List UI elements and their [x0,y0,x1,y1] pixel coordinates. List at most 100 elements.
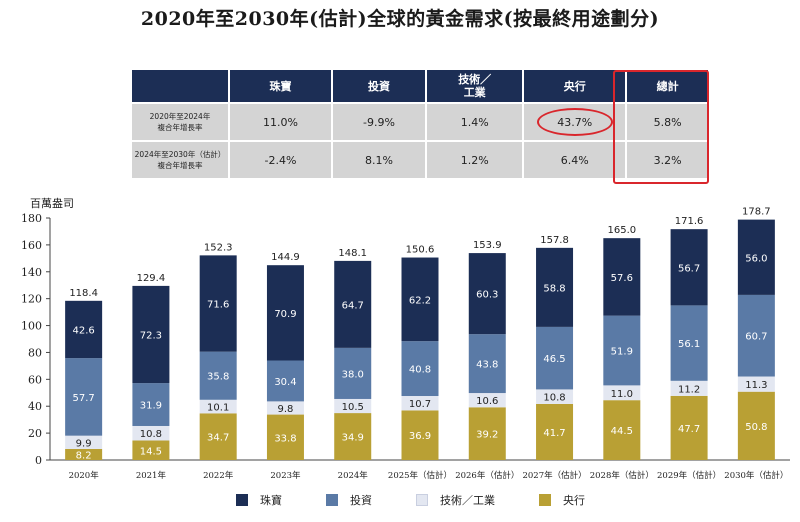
bar-segment [536,389,574,404]
table-header-tech: 技術／ 工業 [427,70,523,102]
legend-item: 央行 [539,492,585,508]
bar-segment [199,413,237,460]
data-label: 9.8 [278,404,294,415]
total-label: 157.8 [540,235,569,246]
bar-segment [65,358,103,436]
x-tick-label: 2021年 [136,470,167,481]
bar-segment [468,407,506,460]
bar-segment [266,414,304,460]
bar-segment [65,448,103,460]
bar-segment [132,425,170,441]
cagr-table: 珠寶 投資 技術／ 工業 央行 總計 2020年至2024年 複合年增長率 11… [130,68,710,180]
y-tick-label: 100 [21,320,42,333]
bar-segment [132,383,170,426]
table-cell: -2.4% [230,142,331,178]
table-header-central-bank: 央行 [524,70,626,102]
bar-segment [737,294,775,377]
data-label: 44.5 [611,426,633,437]
legend-item: 投資 [326,492,372,508]
bar-segment [132,440,170,460]
data-label: 47.7 [678,424,700,435]
bar-segment [199,255,237,352]
y-tick-label: 20 [28,427,42,440]
data-label: 56.7 [678,263,700,274]
x-tick-label: 2026年（估計） [455,470,519,481]
bar-segment [132,285,170,384]
x-tick-label: 2025年（估計） [388,470,452,481]
data-label: 50.8 [745,422,767,433]
data-label: 72.3 [140,330,162,341]
table-cell-highlighted: 43.7% [524,104,626,140]
data-label: 10.7 [409,399,431,410]
data-label: 10.8 [543,393,565,404]
bar-segment [65,300,103,359]
data-label: 36.9 [409,431,431,442]
y-axis-title: 百萬盎司 [30,196,74,210]
total-label: 144.9 [271,252,300,263]
legend-label: 珠寶 [260,494,282,507]
bar-segment [603,238,641,316]
legend-swatch [326,494,338,506]
y-tick-label: 60 [28,373,42,386]
legend-label: 技術／工業 [440,494,495,507]
bar-segment [334,398,372,414]
table-cell: 11.0% [230,104,331,140]
data-label: 56.1 [678,339,700,350]
x-tick-label: 2030年（估計） [724,470,788,481]
legend-swatch [416,494,428,506]
data-label: 39.2 [476,430,498,441]
legend-label: 央行 [563,494,585,507]
bar-segment [468,334,506,394]
data-label: 11.3 [745,380,767,391]
y-tick-label: 0 [35,454,42,467]
legend-label: 投資 [350,494,372,507]
legend-swatch [236,494,248,506]
total-label: 129.4 [137,273,166,284]
table-cell: 8.1% [332,142,426,178]
table-cell: 3.2% [627,142,708,178]
legend-item: 技術／工業 [416,492,495,508]
data-label: 10.5 [342,402,364,413]
data-label: 40.8 [409,365,431,376]
table-cell: 1.2% [427,142,523,178]
y-tick-label: 180 [21,212,42,225]
bar-segment [670,380,708,396]
bar-segment [737,219,775,295]
x-tick-label: 2023年 [270,470,301,481]
data-label: 56.0 [745,253,767,264]
data-label: 11.0 [611,389,633,400]
data-label: 41.7 [543,428,565,439]
data-label: 34.7 [207,433,229,444]
data-label: 11.2 [678,384,700,395]
bar-segment [536,326,574,390]
table-header-blank [132,70,228,102]
data-label: 42.6 [73,325,95,336]
data-label: 57.7 [73,393,95,404]
data-label: 8.2 [76,450,92,461]
bar-segment [199,351,237,400]
chart-title: 2020年至2030年(估計)全球的黃金需求(按最終用途劃分) [140,8,660,30]
data-label: 9.9 [76,438,92,449]
table-cell: 6.4% [524,142,626,178]
total-label: 118.4 [69,288,98,299]
data-label: 71.6 [207,300,229,311]
data-label: 38.0 [342,369,364,380]
table-row: 2024年至2030年（估計） 複合年增長率 -2.4% 8.1% 1.2% 6… [132,142,708,178]
y-tick-label: 40 [28,400,42,413]
bar-segment [468,253,506,335]
row-label: 2020年至2024年 複合年增長率 [132,104,228,140]
bar-segment [65,435,103,449]
bar-segment [670,229,708,306]
data-label: 31.9 [140,401,162,412]
bar-segment [334,413,372,460]
highlight-circle [536,108,613,136]
total-label: 150.6 [406,245,435,256]
table-header-investment: 投資 [332,70,426,102]
bar-segment [603,385,641,401]
data-label: 46.5 [543,354,565,365]
data-label: 35.8 [207,372,229,383]
data-label: 51.9 [611,346,633,357]
row-label: 2024年至2030年（估計） 複合年增長率 [132,142,228,178]
total-label: 152.3 [204,242,233,253]
bar-segment [401,410,439,460]
